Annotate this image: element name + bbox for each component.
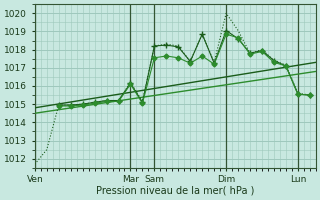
X-axis label: Pression niveau de la mer( hPa ): Pression niveau de la mer( hPa ) (96, 186, 254, 196)
